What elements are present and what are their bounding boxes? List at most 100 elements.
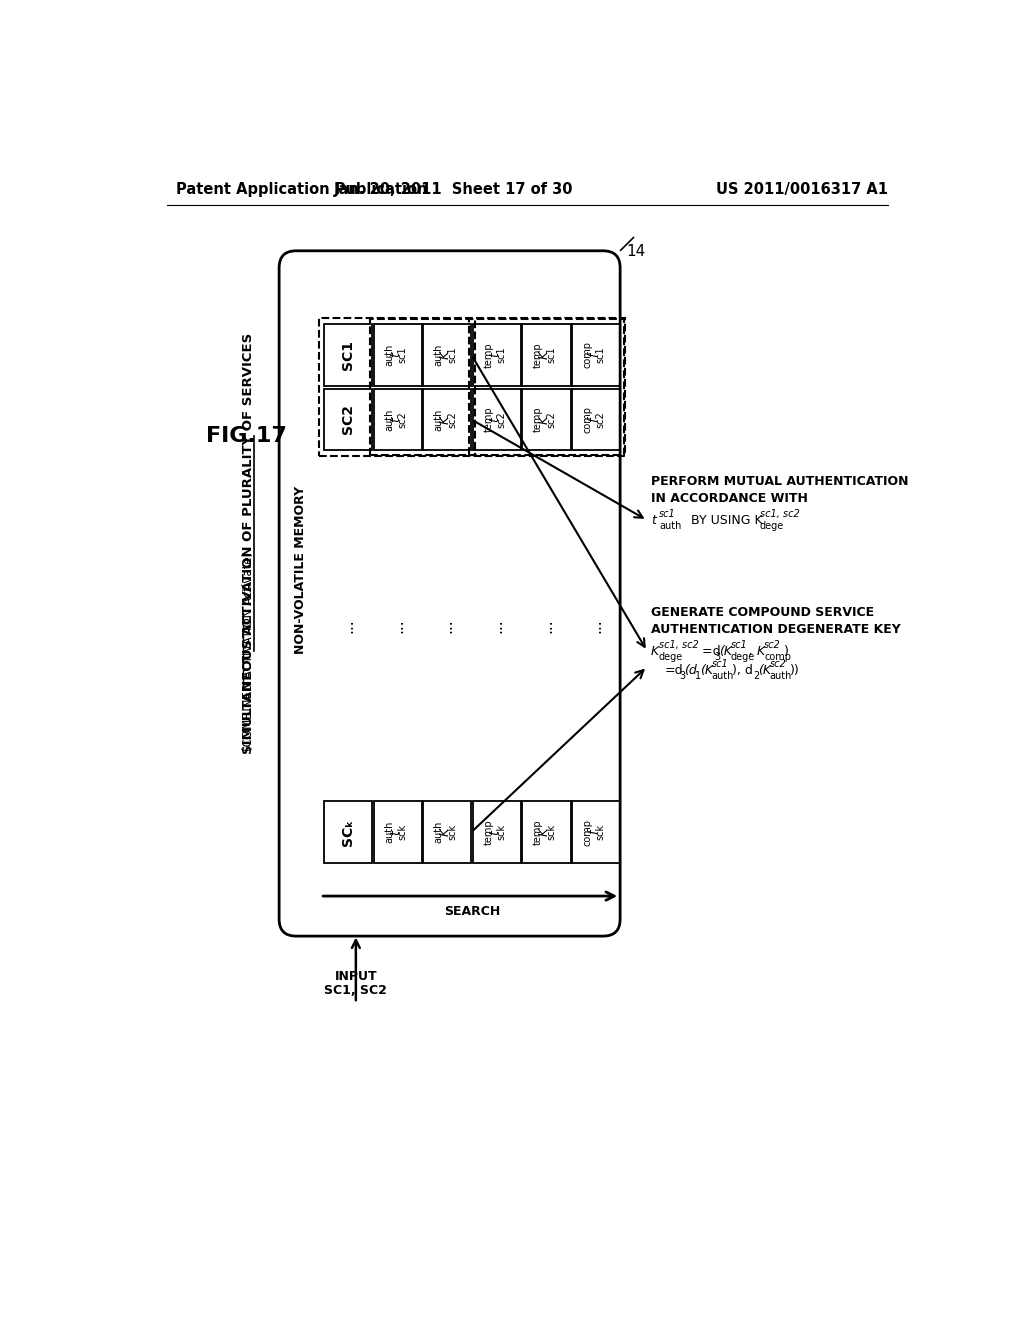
Text: auth: auth bbox=[770, 671, 793, 681]
Text: (COMBINED ACTIVATION Activate): (COMBINED ACTIVATION Activate) bbox=[242, 552, 255, 751]
Text: temp: temp bbox=[483, 820, 494, 845]
Text: sc1: sc1 bbox=[658, 510, 676, 519]
Text: 3: 3 bbox=[679, 671, 685, 681]
Text: auth: auth bbox=[434, 408, 443, 430]
Text: auth: auth bbox=[658, 520, 681, 531]
Text: sck: sck bbox=[546, 824, 556, 841]
Bar bbox=[423, 323, 471, 385]
Text: US 2011/0016317 A1: US 2011/0016317 A1 bbox=[716, 182, 888, 197]
Text: (K: (K bbox=[700, 664, 713, 677]
Text: sc1: sc1 bbox=[497, 346, 507, 363]
Text: SC1, SC2: SC1, SC2 bbox=[325, 983, 387, 997]
Text: BY USING K: BY USING K bbox=[687, 513, 763, 527]
Bar bbox=[374, 801, 422, 863]
Text: temp: temp bbox=[483, 407, 494, 432]
Bar bbox=[370, 319, 475, 455]
Text: t: t bbox=[389, 417, 401, 422]
Text: ): ) bbox=[784, 644, 790, 657]
Text: sc2: sc2 bbox=[397, 411, 408, 428]
Bar bbox=[324, 388, 372, 450]
Text: IN ACCORDANCE WITH: IN ACCORDANCE WITH bbox=[651, 492, 808, 506]
Text: sc2: sc2 bbox=[546, 411, 556, 428]
Text: ...: ... bbox=[489, 619, 505, 634]
Bar bbox=[324, 801, 372, 863]
Text: dege: dege bbox=[760, 520, 784, 531]
Text: , K: , K bbox=[749, 644, 765, 657]
Bar bbox=[423, 388, 471, 450]
Text: t: t bbox=[389, 830, 401, 834]
Text: dege: dege bbox=[658, 652, 683, 661]
Text: comp: comp bbox=[583, 407, 593, 433]
Text: INPUT: INPUT bbox=[335, 970, 377, 983]
Text: auth: auth bbox=[384, 408, 394, 430]
Text: K: K bbox=[538, 351, 551, 359]
Text: K: K bbox=[651, 644, 659, 657]
Text: K: K bbox=[438, 351, 452, 359]
Text: ...: ... bbox=[539, 619, 554, 634]
Text: sc1: sc1 bbox=[397, 346, 408, 363]
Bar bbox=[324, 323, 372, 385]
Text: 1: 1 bbox=[695, 671, 701, 681]
Text: f: f bbox=[588, 417, 600, 421]
Text: NON-VOLATILE MEMORY: NON-VOLATILE MEMORY bbox=[294, 486, 307, 655]
Bar bbox=[473, 323, 521, 385]
Text: sc2: sc2 bbox=[770, 659, 786, 669]
Bar bbox=[572, 801, 621, 863]
Bar bbox=[572, 323, 621, 385]
Text: 3: 3 bbox=[715, 652, 721, 661]
Text: comp: comp bbox=[583, 818, 593, 846]
Text: t: t bbox=[389, 352, 401, 358]
Bar bbox=[374, 388, 422, 450]
Text: f: f bbox=[588, 830, 600, 834]
Bar bbox=[572, 388, 621, 450]
Bar bbox=[319, 318, 625, 457]
Text: auth: auth bbox=[434, 821, 443, 843]
Text: K: K bbox=[438, 416, 452, 424]
Text: AUTHENTICATION DEGENERATE KEY: AUTHENTICATION DEGENERATE KEY bbox=[651, 623, 901, 636]
Text: SC1: SC1 bbox=[341, 339, 355, 370]
Text: dege: dege bbox=[731, 652, 756, 661]
Bar bbox=[473, 801, 521, 863]
Text: f: f bbox=[588, 352, 600, 356]
Text: temp: temp bbox=[532, 407, 543, 432]
Text: Jan. 20, 2011  Sheet 17 of 30: Jan. 20, 2011 Sheet 17 of 30 bbox=[334, 182, 573, 197]
Text: comp: comp bbox=[764, 652, 792, 661]
Bar bbox=[522, 388, 570, 450]
Text: sc2: sc2 bbox=[497, 411, 507, 428]
Text: sck: sck bbox=[596, 824, 606, 841]
Text: (K: (K bbox=[719, 644, 732, 657]
Text: sck: sck bbox=[397, 824, 408, 841]
Text: K: K bbox=[538, 828, 551, 837]
Text: K: K bbox=[538, 416, 551, 424]
Text: ), d: ), d bbox=[732, 664, 753, 677]
Bar bbox=[469, 319, 624, 455]
Text: sc1: sc1 bbox=[712, 659, 728, 669]
Text: auth: auth bbox=[434, 343, 443, 366]
Text: K: K bbox=[438, 828, 452, 837]
Text: temp: temp bbox=[483, 342, 494, 367]
Text: SEARCH: SEARCH bbox=[444, 906, 501, 917]
Text: =d: =d bbox=[697, 644, 720, 657]
Text: (d: (d bbox=[684, 664, 696, 677]
Text: GENERATE COMPOUND SERVICE: GENERATE COMPOUND SERVICE bbox=[651, 606, 874, 619]
Text: FIG.17: FIG.17 bbox=[206, 425, 287, 446]
Bar bbox=[522, 323, 570, 385]
Text: auth: auth bbox=[384, 343, 394, 366]
Text: sc1: sc1 bbox=[546, 346, 556, 363]
Text: 14: 14 bbox=[627, 243, 645, 259]
Text: auth: auth bbox=[712, 671, 734, 681]
Text: SCₖ: SCₖ bbox=[341, 818, 355, 846]
Text: ...: ... bbox=[589, 619, 603, 634]
Text: auth: auth bbox=[384, 821, 394, 843]
Text: )): )) bbox=[790, 664, 800, 677]
Text: 2: 2 bbox=[754, 671, 760, 681]
Text: SC2: SC2 bbox=[341, 404, 355, 434]
Text: sc1: sc1 bbox=[731, 640, 748, 649]
Text: t: t bbox=[488, 417, 501, 422]
Text: SIMULTANEOUS ACTIVATION OF PLURALITY OF SERVICES: SIMULTANEOUS ACTIVATION OF PLURALITY OF … bbox=[242, 333, 255, 754]
Text: ...: ... bbox=[390, 619, 406, 634]
Bar bbox=[423, 801, 471, 863]
Text: temp: temp bbox=[532, 342, 543, 367]
Bar bbox=[473, 388, 521, 450]
Text: PERFORM MUTUAL AUTHENTICATION: PERFORM MUTUAL AUTHENTICATION bbox=[651, 475, 908, 488]
